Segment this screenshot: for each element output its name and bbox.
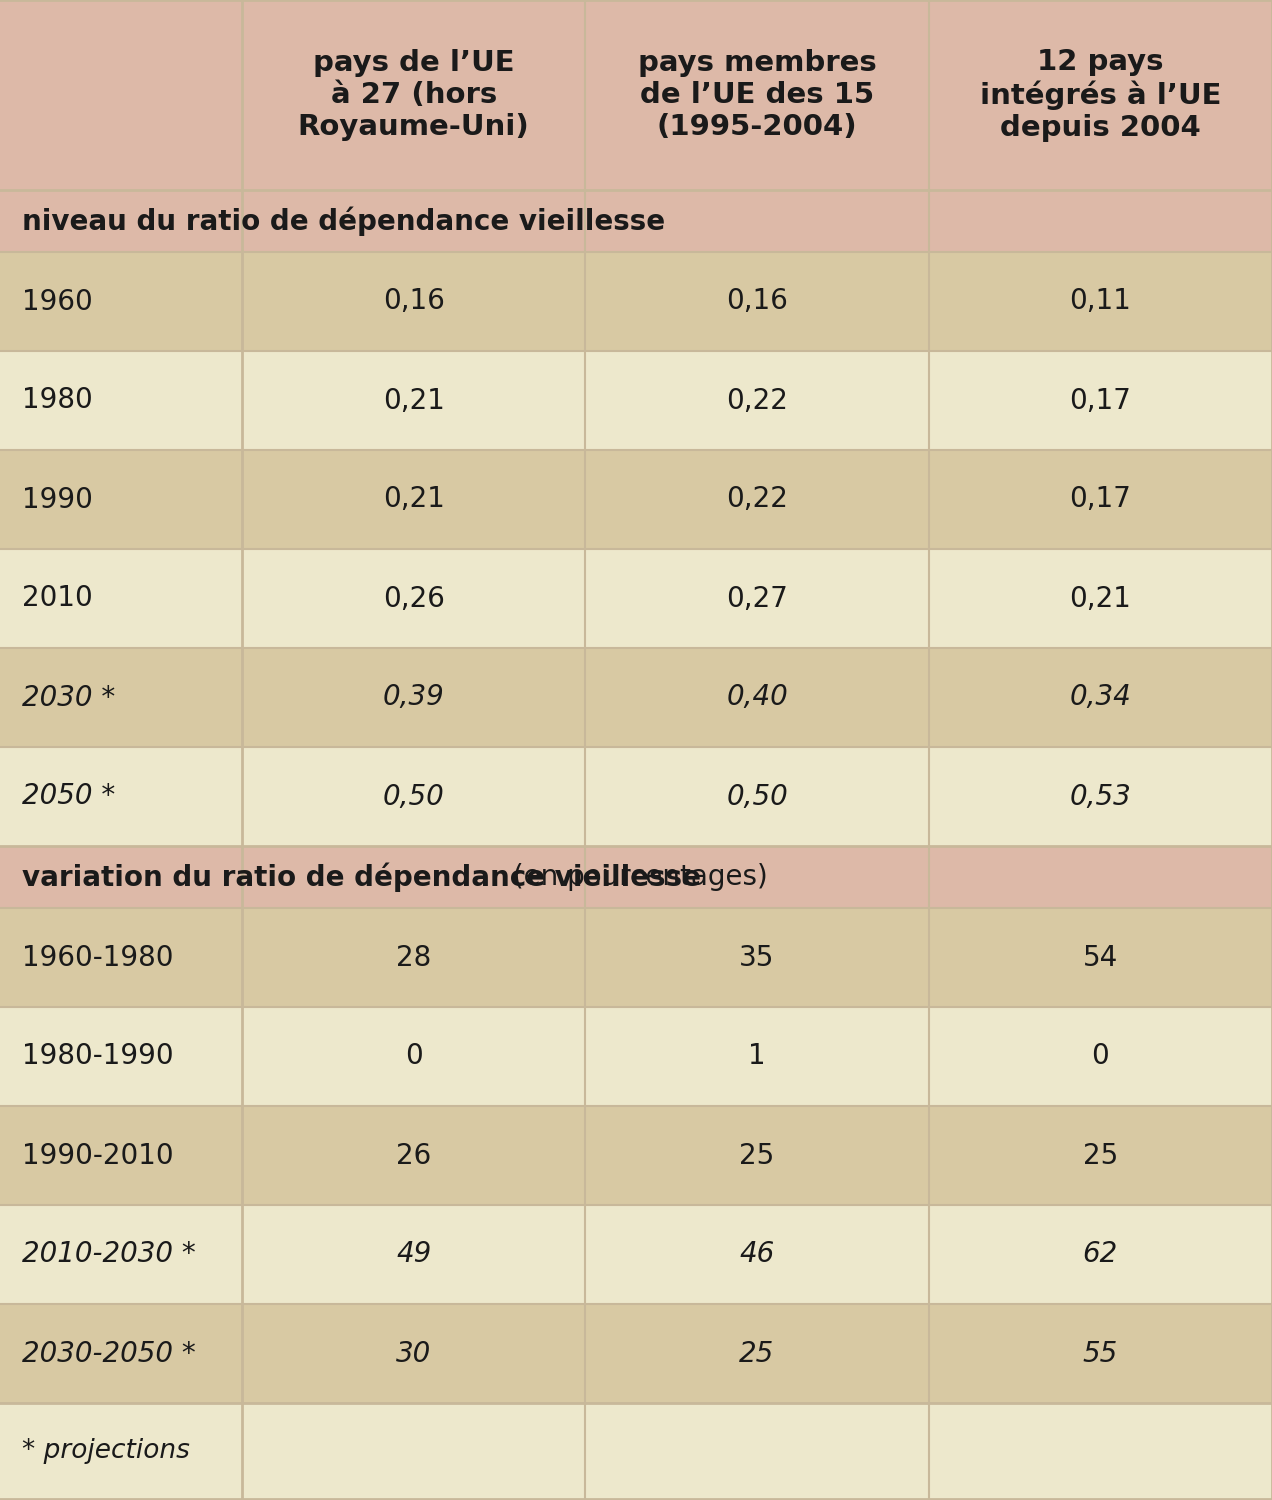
Text: 1990-2010: 1990-2010 — [22, 1142, 173, 1170]
Text: 1960: 1960 — [22, 288, 93, 315]
Text: 49: 49 — [396, 1240, 431, 1269]
Text: * projections: * projections — [22, 1438, 190, 1464]
Bar — [0, 252, 1272, 351]
Bar — [0, 351, 1272, 450]
Bar — [0, 747, 1272, 846]
Text: 2010-2030 *: 2010-2030 * — [22, 1240, 196, 1269]
Text: 62: 62 — [1082, 1240, 1118, 1269]
Text: niveau du ratio de dépendance vieillesse: niveau du ratio de dépendance vieillesse — [22, 207, 665, 236]
Text: 1990: 1990 — [22, 486, 93, 513]
Text: 12 pays
intégrés à l’UE
depuis 2004: 12 pays intégrés à l’UE depuis 2004 — [979, 48, 1221, 142]
Bar — [0, 190, 1272, 252]
Text: 0,21: 0,21 — [1070, 585, 1131, 612]
Text: (en pourcentages): (en pourcentages) — [504, 862, 767, 891]
Text: 0,16: 0,16 — [726, 288, 787, 315]
Bar — [0, 1007, 1272, 1106]
Text: 0,22: 0,22 — [726, 387, 787, 414]
Text: 1: 1 — [748, 1042, 766, 1071]
Text: 0,50: 0,50 — [726, 783, 787, 810]
Text: 0: 0 — [404, 1042, 422, 1071]
Text: 55: 55 — [1082, 1340, 1118, 1368]
Text: 35: 35 — [739, 944, 775, 972]
Text: 0,21: 0,21 — [383, 486, 445, 513]
Text: 0,21: 0,21 — [383, 387, 445, 414]
Text: 30: 30 — [396, 1340, 431, 1368]
Text: 46: 46 — [739, 1240, 775, 1269]
Bar — [0, 1106, 1272, 1204]
Text: 25: 25 — [739, 1142, 775, 1170]
Text: 2030-2050 *: 2030-2050 * — [22, 1340, 196, 1368]
Bar — [0, 549, 1272, 648]
Text: 0,26: 0,26 — [383, 585, 445, 612]
Text: 25: 25 — [739, 1340, 775, 1368]
Text: 0,22: 0,22 — [726, 486, 787, 513]
Text: 0,11: 0,11 — [1070, 288, 1131, 315]
Bar — [0, 908, 1272, 1007]
Text: 1980: 1980 — [22, 387, 93, 414]
Text: 0,34: 0,34 — [1070, 684, 1131, 711]
Text: 2010: 2010 — [22, 585, 93, 612]
Text: 0,40: 0,40 — [726, 684, 787, 711]
Bar — [0, 648, 1272, 747]
Bar — [0, 846, 1272, 908]
Text: 0,17: 0,17 — [1070, 387, 1131, 414]
Text: 0,39: 0,39 — [383, 684, 444, 711]
Text: pays membres
de l’UE des 15
(1995-2004): pays membres de l’UE des 15 (1995-2004) — [637, 48, 876, 141]
Text: 0,16: 0,16 — [383, 288, 445, 315]
Bar — [0, 1204, 1272, 1304]
Text: 0,53: 0,53 — [1070, 783, 1131, 810]
Text: 2050 *: 2050 * — [22, 783, 116, 810]
Text: 0,50: 0,50 — [383, 783, 444, 810]
Text: 1980-1990: 1980-1990 — [22, 1042, 173, 1071]
Text: 0,27: 0,27 — [726, 585, 787, 612]
Bar — [0, 0, 1272, 190]
Text: 0,17: 0,17 — [1070, 486, 1131, 513]
Text: 2030 *: 2030 * — [22, 684, 116, 711]
Bar — [0, 450, 1272, 549]
Text: variation du ratio de dépendance vieillesse: variation du ratio de dépendance vieille… — [22, 862, 701, 891]
Bar — [0, 1304, 1272, 1402]
Text: pays de l’UE
à 27 (hors
Royaume-Uni): pays de l’UE à 27 (hors Royaume-Uni) — [298, 48, 529, 141]
Text: 54: 54 — [1082, 944, 1118, 972]
Text: 1960-1980: 1960-1980 — [22, 944, 173, 972]
Text: 25: 25 — [1082, 1142, 1118, 1170]
Text: 28: 28 — [396, 944, 431, 972]
Text: 0: 0 — [1091, 1042, 1109, 1071]
Text: 26: 26 — [396, 1142, 431, 1170]
